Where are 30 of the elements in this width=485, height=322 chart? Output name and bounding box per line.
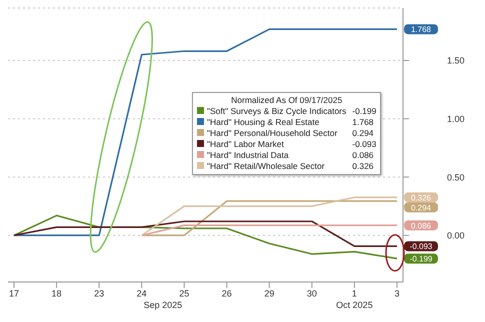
y-tick-label: 0.00 <box>447 230 465 241</box>
text: "Hard" Industrial Data 0.086 <box>207 150 374 160</box>
text: Sep 2025 <box>144 300 182 310</box>
text: "Hard" Retail/Wholesale Sector 0.326 <box>207 161 374 171</box>
x-tick-label: 23 <box>94 288 104 298</box>
y-tick-label: 1.50 <box>447 56 465 66</box>
x-tick-label: 17 <box>8 288 20 298</box>
data-label: 0.326 <box>410 193 432 202</box>
y-tick-label: 1.00 <box>447 114 465 124</box>
x-tick-label: 30 <box>306 288 317 298</box>
x-tick-label: 25 <box>179 288 190 298</box>
text: Oct 2025 <box>336 300 373 310</box>
text: "Hard" Labor Market -0.093 <box>207 139 376 149</box>
data-label: -0.093 <box>410 242 433 252</box>
x-tick-label: 29 <box>264 288 274 298</box>
data-label: 1.768 <box>410 25 432 34</box>
x-tick-label: 24 <box>136 288 147 298</box>
legend-label: "Soft" Surveys & Biz Cycle Indicators -0.199 <box>207 106 376 117</box>
legend-title: Normalized As Of 09/17/2025 <box>230 95 344 106</box>
x-tick-label: 18 <box>52 288 62 298</box>
x-tick-label: 3 <box>394 288 400 298</box>
data-label: 0.294 <box>410 203 432 212</box>
text: "Hard" Housing & Real Estate 1.768 <box>207 117 374 127</box>
data-label: 0.086 <box>410 221 432 230</box>
y-tick-label: 0.50 <box>447 172 465 182</box>
data-label: -0.199 <box>410 254 433 264</box>
text: "Hard" Personal/Household Sector 0.294 <box>207 128 374 138</box>
x-tick-label: 26 <box>222 288 232 298</box>
x-tick-label: 1 <box>352 288 357 298</box>
line-series <box>13 28 398 236</box>
